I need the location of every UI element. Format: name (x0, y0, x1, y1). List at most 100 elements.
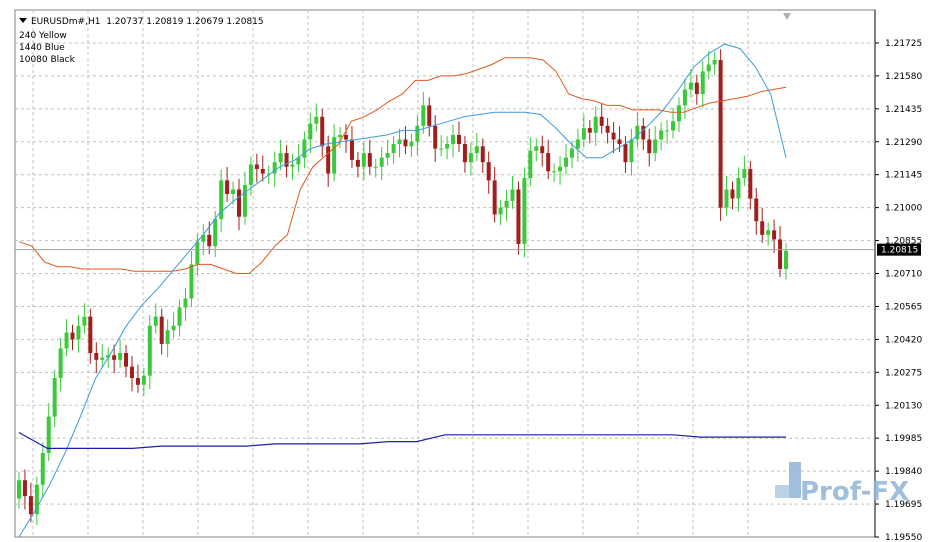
bull-candle-body (272, 162, 277, 174)
bull-candle-body (766, 230, 771, 235)
bull-candle-body (421, 105, 426, 126)
bear-candle-body (355, 159, 360, 167)
bull-candle-body (296, 157, 301, 165)
price-tick-label: 1.20710 (885, 270, 922, 280)
bull-candle-body (165, 330, 170, 344)
bear-candle-body (748, 169, 753, 199)
bull-candle-body (688, 82, 693, 90)
bull-candle-body (391, 144, 396, 154)
price-tick-label: 1.19985 (885, 434, 922, 444)
bear-candle-body (760, 221, 765, 235)
bear-candle-body (492, 180, 497, 215)
header-ohlc: 1.20737 1.20819 1.20679 1.20815 (106, 17, 264, 27)
price-tick-label: 1.21000 (885, 204, 922, 214)
bull-candle-body (302, 139, 307, 158)
bull-candle-body (213, 218, 218, 247)
price-tick-label: 1.21435 (885, 105, 922, 115)
bull-candle-body (183, 298, 188, 308)
bull-candle-body (266, 173, 271, 175)
bull-candle-body (153, 316, 158, 326)
price-tick-label: 1.21145 (885, 171, 922, 181)
legend-item-1440: 1440 Blue (19, 43, 65, 53)
watermark-logo-block (775, 485, 789, 498)
bull-candle-body (498, 207, 503, 215)
bear-candle-body (462, 144, 467, 163)
bear-candle-body (225, 180, 230, 194)
bull-candle-body (564, 157, 569, 167)
bear-candle-body (112, 355, 117, 360)
bull-candle-body (385, 153, 390, 158)
bear-candle-body (344, 134, 349, 140)
bear-candle-body (647, 139, 652, 154)
bull-candle-body (569, 148, 574, 158)
bull-candle-body (141, 375, 146, 385)
bull-candle-body (34, 484, 39, 515)
bull-candle-body (314, 116, 319, 124)
bull-candle-body (17, 480, 21, 499)
bull-candle-body (338, 134, 343, 138)
price-tick-label: 1.19840 (885, 467, 922, 477)
legend-item-240: 240 Yellow (19, 31, 67, 41)
band-240-line (18, 57, 787, 274)
bull-candle-body (676, 105, 681, 122)
bear-candle-body (70, 332, 75, 340)
bear-candle-body (480, 146, 485, 163)
price-tick-label: 1.20565 (885, 302, 922, 312)
bull-candle-body (118, 353, 123, 360)
bull-candle-body (629, 139, 634, 163)
bull-candle-body (147, 325, 152, 376)
chart-shift-icon[interactable] (783, 13, 791, 20)
price-tick-label: 1.21725 (885, 39, 922, 49)
bull-candle-body (706, 64, 711, 72)
bull-candle-body (742, 169, 747, 179)
bear-candle-body (129, 366, 134, 378)
collapse-triangle-icon[interactable] (19, 18, 27, 23)
bull-candle-body (409, 141, 414, 147)
header-timeframe: H1 (87, 17, 101, 27)
bear-candle-body (540, 146, 545, 154)
bull-candle-body (468, 153, 473, 163)
bull-candle-body (40, 452, 45, 485)
bear-candle-body (641, 125, 646, 140)
last-price-marker (877, 243, 921, 256)
bear-candle-body (135, 377, 140, 385)
bull-candle-body (724, 189, 729, 208)
bear-candle-body (22, 480, 27, 497)
bear-candle-body (260, 169, 265, 174)
bull-candle-body (445, 144, 450, 149)
bull-candle-body (82, 316, 87, 326)
bull-candle-body (52, 377, 57, 417)
bull-candle-body (415, 125, 420, 142)
bear-candle-body (159, 316, 164, 344)
bull-candle-body (510, 189, 515, 201)
bear-candle-body (433, 125, 438, 149)
bull-candle-body (635, 125, 640, 140)
bear-candle-body (546, 153, 551, 172)
bull-candle-body (100, 357, 105, 360)
bear-candle-body (718, 59, 723, 208)
bull-candle-body (373, 166, 378, 168)
bull-candle-body (474, 146, 479, 154)
bull-candle-body (231, 189, 236, 194)
ma-10080-line (18, 431, 786, 449)
bear-candle-body (207, 234, 212, 247)
bull-candle-body (332, 137, 337, 174)
bull-candle-body (451, 134, 456, 145)
bull-candle-body (46, 416, 51, 453)
price-tick-label: 1.20130 (885, 401, 922, 411)
chart-header: EURUSDm#,H1 1.20737 1.20819 1.20679 1.20… (19, 17, 264, 28)
bull-candle-body (653, 139, 658, 154)
bull-candle-body (189, 264, 194, 299)
bull-candle-body (308, 123, 313, 140)
bull-candle-body (58, 348, 63, 378)
bull-candle-body (76, 325, 81, 340)
bull-candle-body (379, 157, 384, 167)
bear-candle-body (124, 353, 129, 367)
bear-candle-body (236, 189, 241, 217)
price-tick-label: 1.20855 (885, 237, 922, 247)
watermark-logo-icon (789, 462, 801, 498)
bear-candle-body (587, 128, 592, 133)
bull-candle-body (665, 130, 670, 132)
